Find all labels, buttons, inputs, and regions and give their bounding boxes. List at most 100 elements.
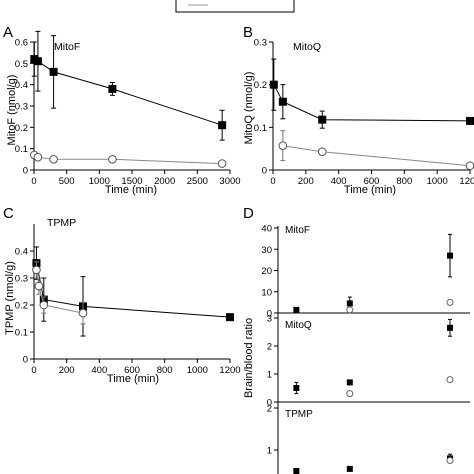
panel-d-sub-0-square-point — [293, 306, 300, 313]
panel-c-y-tick-label: 0.3 — [15, 274, 28, 285]
panel-a-square-point — [218, 121, 227, 130]
panel-b-x-tick-label: 1000 — [427, 176, 448, 187]
panel-d-chart: Brain/blood ratio MitoF MitoQ TPMP 01020… — [243, 224, 470, 474]
panel-b-y-tick-label: 0 — [262, 166, 267, 177]
panel-d-sub-0-y-tick-label: 0 — [267, 309, 272, 320]
panel-letter-b: B — [243, 24, 253, 41]
panel-c-circle-point — [34, 281, 44, 291]
panel-a-circle-point — [217, 159, 227, 168]
panel-a-circle-point — [49, 155, 58, 164]
panel-b-circle-point — [465, 161, 474, 171]
panel-c-x-tick-label: 1000 — [187, 365, 208, 376]
panel-c-ylabel: TPMP (nmol/g) — [4, 261, 16, 335]
panel-b-x-tick-label: 1200 — [459, 176, 474, 187]
panel-d-sub-1-y-tick-label: 1 — [267, 370, 272, 381]
panel-a-chart: MitoF Time (min) MitoF (nmol/g) 0 500 1000… — [6, 30, 241, 196]
panel-a-y-tick-label: 0.1 — [15, 144, 28, 155]
panel-b-x-tick-label: 0 — [270, 176, 275, 187]
panel-c-chart: TPMP Time (min) TPMP (nmol/g) 0 200 400 600… — [4, 217, 241, 385]
panel-c-circle-point — [39, 300, 49, 310]
panel-a-marks — [30, 30, 227, 168]
panel-b-x-tick-label: 600 — [364, 176, 380, 187]
panel-d-sub-2-square-point — [346, 465, 353, 472]
panel-b-x-tick-label: 400 — [331, 176, 347, 187]
panel-d-sub-1-circle-point — [346, 390, 354, 398]
panel-b-y-tick-label: 0.1 — [254, 123, 267, 134]
panel-b-square-point — [466, 116, 474, 125]
panel-b-square-point — [318, 115, 327, 124]
panel-b-square-point — [269, 80, 278, 89]
panel-d-sub-0-circle-point — [346, 306, 354, 314]
panel-b-series-1-line — [282, 145, 471, 167]
panel-a-y-tick-label: 0.2 — [15, 123, 28, 134]
panel-a-x-tick-label: 1000 — [89, 176, 110, 187]
panel-d-sub-1-y-tick-label: 2 — [267, 342, 272, 353]
panel-d-mitof-label: MitoF — [285, 225, 310, 236]
panel-a-circle-point — [108, 155, 117, 164]
panel-b-circle-point — [317, 147, 327, 156]
panel-c-label: TPMP — [47, 217, 76, 229]
panel-a-square-point — [33, 57, 42, 66]
panel-c-marks — [32, 246, 234, 337]
panel-a-label: MitoF — [54, 41, 80, 53]
panel-d-ticks: 0 10 20 30 40 0 1 2 3 1 2 — [261, 224, 470, 474]
panel-a-square-point — [49, 67, 58, 76]
panel-a-y-tick-label: 0.5 — [15, 59, 28, 70]
panel-a-x-tick-label: 3000 — [219, 176, 240, 187]
panel-d-sub-1-y-tick-label: 3 — [267, 314, 272, 325]
panel-b-x-tick-label: 200 — [298, 176, 314, 187]
panel-c-x-tick-label: 1200 — [219, 365, 240, 376]
panel-a-series-1-line — [34, 154, 223, 165]
panel-c-y-tick-label: 0 — [23, 355, 28, 366]
panel-c-x-tick-label: 800 — [157, 365, 173, 376]
panel-d-marks — [293, 233, 454, 474]
panel-c-ticks: 0 200 400 600 800 1000 1200 0 0.1 0.2 0.3 0.4 — [15, 224, 241, 376]
panel-a-x-tick-label: 500 — [59, 176, 75, 187]
panel-d-sub-0-y-tick-label: 20 — [261, 266, 272, 277]
panel-d-sub-1-circle-point — [446, 376, 454, 384]
panel-a-x-tick-label: 2500 — [187, 176, 208, 187]
panel-b-marks — [269, 58, 474, 171]
panel-b-ylabel: MitoQ (nmol/g) — [243, 72, 255, 145]
panel-a-x-tick-label: 2000 — [154, 176, 175, 187]
panel-a-y-tick-label: 0.4 — [15, 80, 28, 91]
panel-d-sub-2-y-tick-label: 1 — [267, 446, 272, 457]
panel-c-circle-point — [78, 308, 88, 318]
panel-d-sub-0-square-point — [447, 252, 453, 259]
panel-c-x-tick-label: 0 — [31, 365, 36, 376]
panel-b-circle-point — [278, 141, 288, 150]
panel-b-xlabel: Time (min) — [344, 184, 396, 196]
panel-d-sub-1-square-point — [346, 379, 353, 386]
panel-d-ylabel: Brain/blood ratio — [243, 318, 255, 398]
panel-c-y-tick-label: 0.4 — [15, 247, 28, 258]
panel-c-x-tick-label: 400 — [91, 365, 107, 376]
panel-a-square-point — [108, 84, 117, 93]
panel-a-ylabel: MitoF (nmol/g) — [6, 75, 18, 146]
panel-d-sub-0-y-tick-label: 30 — [261, 245, 272, 256]
panel-d-sub-0-square-point — [346, 300, 353, 307]
panel-c-x-tick-label: 200 — [59, 365, 75, 376]
panel-d-sub-2-square-point — [293, 468, 300, 474]
panel-d-sub-0-y-tick-label: 10 — [261, 287, 272, 298]
panel-a-y-tick-label: 0.6 — [15, 38, 28, 49]
panel-d-sub-2-y-tick-label: 2 — [267, 404, 272, 415]
panel-a-y-tick-label: 0 — [23, 166, 28, 177]
legend — [175, 0, 295, 13]
panel-b-ticks: 0 200 400 600 800 1000 1200 0 0.1 0.2 0.3 — [254, 38, 474, 188]
panel-b-y-tick-label: 0.2 — [254, 80, 267, 91]
panel-a-xlabel: Time (min) — [105, 184, 157, 196]
panel-d-sub-2-circle-point — [446, 457, 454, 464]
panel-d-sub-0-circle-point — [446, 298, 454, 306]
panel-d-sub-1-square-point — [447, 324, 453, 331]
panel-c-xlabel: Time (min) — [107, 373, 159, 385]
panel-a-ticks: 0 500 1000 1500 2000 2500 3000 0 0.1 0.2 0.3 0.4 0.5… — [15, 38, 241, 188]
panel-d-sub-1-y-tick-label: 0 — [267, 398, 272, 409]
panel-b-square-point — [278, 97, 287, 106]
panel-d-tpmp-label: TPMP — [285, 409, 313, 420]
panel-d-mitoq-label: MitoQ — [285, 320, 312, 331]
panel-a-series-0-line — [34, 58, 223, 126]
panel-b-series-0-line — [273, 84, 471, 122]
legend-box — [175, 0, 295, 13]
panel-b-label: MitoQ — [293, 41, 321, 53]
